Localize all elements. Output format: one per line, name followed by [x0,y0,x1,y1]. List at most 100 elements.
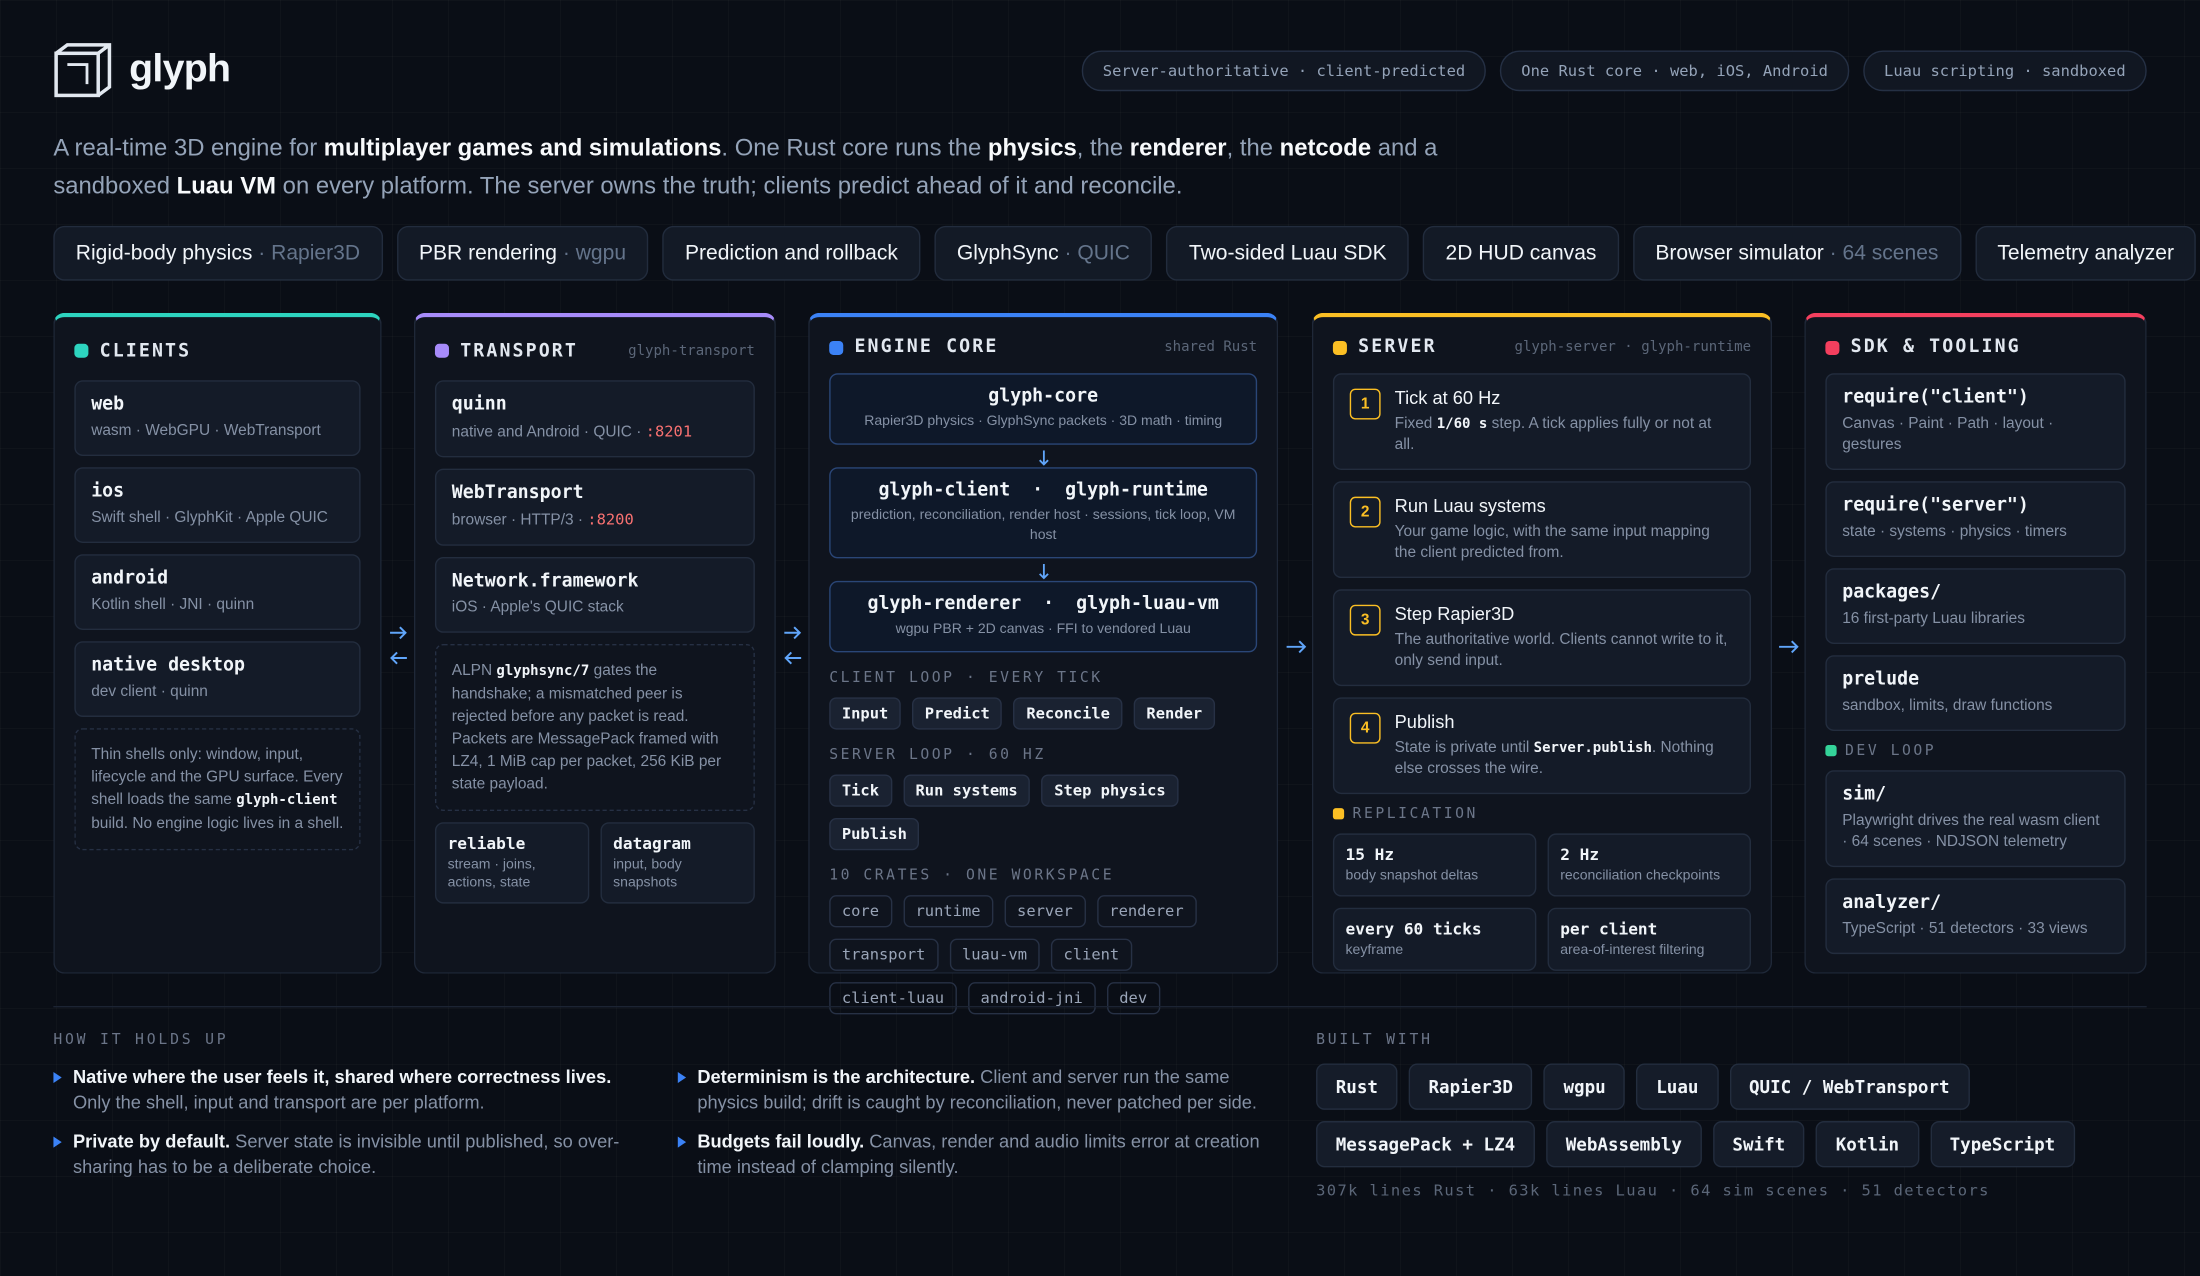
strong-text: Private by default. [72,1130,231,1152]
crate-name: glyph-core [988,385,1099,407]
feature-name: 2D HUD canvas [1445,241,1597,266]
column-header: SDK & TOOLING [1825,337,2125,358]
feature-name: Browser simulator [1655,241,1824,266]
label-text: CLIENT LOOP · EVERY TICK [829,669,1103,687]
item: quinn native and Android · QUIC · :8201 [434,380,755,458]
principle: Native where the user feels it, shared w… [53,1065,635,1116]
loop-step: Tick [829,774,892,807]
column-dot [434,343,449,358]
column-dot [1332,340,1347,355]
strong-text: netcode [1279,134,1372,162]
principle: Determinism is the architecture. Client … [677,1065,1260,1116]
item-desc: body snapshot deltas [1346,867,1524,885]
flow-arrow [390,626,407,665]
column-dot [829,340,844,355]
text: Playwright drives the real wasm client ·… [1842,812,2100,851]
text: and a sandboxed [53,134,1438,200]
section-label: 10 CRATES · ONE WORKSPACE [829,867,1257,884]
text: on every platform. The server owns the t… [276,172,1183,200]
strong-text: multiplayer games and simulations [323,134,722,162]
strong-text: Luau VM [176,172,277,200]
tech-chip: wgpu [1543,1063,1626,1110]
section-label: CLIENT LOOP · EVERY TICK [829,669,1257,686]
text: The authoritative world. Clients cannot … [1394,631,1728,670]
text: Canvas, render and audio limits error at… [697,1130,1260,1178]
text: Your game logic, with the same input map… [1394,523,1710,562]
server-step: 1 Tick at 60 Hz Fixed 1/60 s step. A tick … [1332,373,1752,471]
core-column: ENGINE CORE shared Rust glyph-core Rapier3D… [808,312,1279,1015]
item-desc: stream · joins, actions, state [448,856,577,892]
step-name: Run Luau systems [1394,495,1546,517]
transport-column: TRANSPORT glyph-transport quinn native and … [413,312,776,974]
workspace-crate: luau-vm [949,938,1040,971]
crate-name: glyph-client · glyph-runtime [878,479,1208,501]
feature-chip: 2D HUD canvas [1423,225,1619,281]
workspace: 10 CRATES · ONE WORKSPACE core runtime serv… [829,867,1257,1015]
feature-name: GlyphSync [956,241,1059,266]
crate: glyph-core Rapier3D physics · GlyphSync p… [829,373,1258,445]
divider [53,1005,2147,1008]
badge: Server-authoritative · client-predicted [1081,50,1487,92]
item-desc: wasm · WebGPU · WebTransport [91,421,344,442]
text: , the [1226,134,1280,162]
item-desc: reconciliation checkpoints [1560,867,1738,885]
strong-text: physics [987,134,1077,162]
item-desc: Playwright drives the real wasm client ·… [1842,811,2109,853]
feature-chip: Telemetry analyzer [1974,225,2197,281]
text: State is private until [1394,739,1534,757]
code-text: glyph-client [236,792,338,809]
item-desc: 16 first-party Luau libraries [1842,609,2109,630]
stats: 307k lines Rust · 63k lines Luau · 64 si… [1316,1181,1990,1200]
built-with: Rust Rapier3D wgpu Luau QUIC / WebTransport M… [1316,1063,2102,1168]
crate-name: glyph-renderer · glyph-luau-vm [867,593,1219,615]
feature-name: Prediction and rollback [684,241,898,266]
crate: glyph-client · glyph-runtime prediction, … [829,467,1258,559]
code-text: glyphsync/7 [496,663,590,680]
badge: One Rust core · web, iOS, Android [1500,50,1849,92]
item-name: prelude [1842,669,1920,691]
item-name: 2 Hz [1560,844,1600,865]
feature-chip: Rigid-body physics · Rapier3D [53,225,383,281]
loop-step: Input [829,697,901,730]
text: browser · HTTP/3 · [451,512,588,529]
feature-chip: PBR rendering · wgpu [396,225,649,281]
separator: · [1058,241,1078,266]
crate: glyph-renderer · glyph-luau-vm wgpu PBR +… [829,580,1258,653]
workspace-crates: core runtime server renderer transport luau-v… [829,895,1257,1015]
item: prelude sandbox, limits, draw functions [1825,655,2126,731]
tech-chip: QUIC / WebTransport [1729,1063,1970,1110]
text: iOS · Apple's QUIC stack [451,599,624,616]
item-name: require("client") [1842,387,2029,409]
crate-desc: Rapier3D physics · GlyphSync packets · 3… [864,413,1223,430]
text: Client and server run the same physics b… [697,1066,1257,1113]
text: reconciliation checkpoints [1560,868,1721,884]
item-desc: area-of-interest filtering [1560,941,1738,959]
column-header: ENGINE CORE shared Rust [829,337,1257,358]
text: gates the handshake; a mismatched peer i… [451,662,722,793]
strong-text: renderer [1129,134,1227,162]
item-name: native desktop [91,655,245,677]
item-desc: native and Android · QUIC · :8201 [452,421,738,443]
column-title: TRANSPORT [460,340,578,362]
tech-chip: WebAssembly [1546,1121,1702,1168]
item-name: packages/ [1842,582,1942,604]
feature-chip: Two-sided Luau SDK [1166,225,1410,281]
bullet [677,1071,687,1084]
badges: Server-authoritative · client-predicted O… [1081,50,2147,92]
item-name: 15 Hz [1345,844,1395,865]
item-desc: Canvas · Paint · Path · layout · gesture… [1842,414,2109,456]
feature-name: PBR rendering [418,241,558,266]
code-text: 1/60 s [1436,416,1488,433]
item: per client area-of-interest filtering [1547,907,1752,971]
tech-chip: TypeScript [1929,1121,2075,1168]
item-name: per client [1560,919,1658,939]
section-label: DEV LOOP [1825,742,2125,759]
text: state · systems · physics · timers [1842,523,2067,541]
text: TypeScript · 51 detectors · 33 views [1842,920,2088,938]
workspace-crate: dev [1106,982,1160,1015]
section-label: SERVER LOOP · 60 HZ [829,746,1257,763]
label-text: 10 CRATES · ONE WORKSPACE [829,867,1115,884]
item: sim/Playwright drives the real wasm clie… [1825,770,2126,868]
